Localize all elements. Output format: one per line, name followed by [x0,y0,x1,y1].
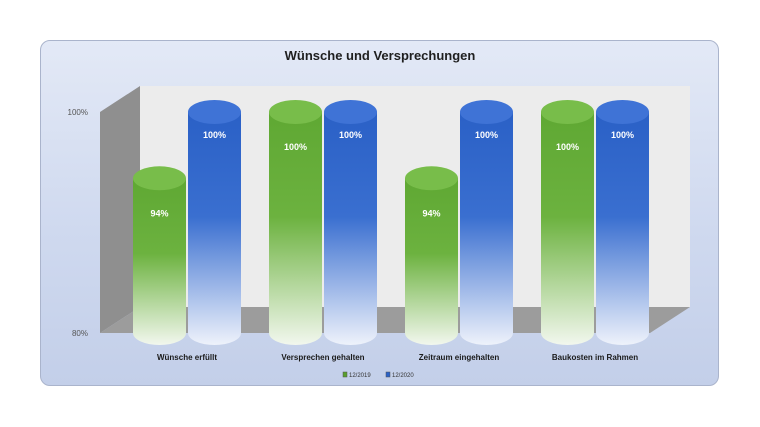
bar-2019-3: 94% [405,166,458,345]
bar-cap [188,100,241,124]
data-label: 100% [475,130,498,140]
category-label: Zeitraum eingehalten [419,353,500,362]
data-label: 94% [422,208,440,218]
bar-body [405,178,458,345]
y-axis: 80% 100% [68,108,88,338]
x-axis: Wünsche erfüllt Versprechen gehalten Zeitr… [157,353,638,362]
bar-2020-4: 100% [596,100,649,345]
data-label: 100% [339,130,362,140]
side-wall [100,86,140,333]
bar-cap [460,100,513,124]
bar-cap [596,100,649,124]
data-label: 94% [150,208,168,218]
bar-body [324,112,377,345]
legend-label: 12/2019 [349,373,371,379]
legend-label: 12/2020 [392,373,414,379]
bar-2020-1: 100% [188,100,241,345]
data-label: 100% [203,130,226,140]
bar-2019-2: 100% [269,100,322,345]
bar-body [460,112,513,345]
y-tick-label: 80% [72,329,88,338]
category-label: Versprechen gehalten [281,353,364,362]
bar-2019-1: 94% [133,166,186,345]
category-label: Baukosten im Rahmen [552,353,638,362]
bar-body [269,112,322,345]
data-label: 100% [611,130,634,140]
category-label: Wünsche erfüllt [157,353,217,362]
bar-cap [133,166,186,191]
bar-body [541,112,594,345]
legend: 12/2019 12/2020 [342,371,414,379]
legend-swatch [385,371,391,378]
bar-body [188,112,241,345]
data-label: 100% [284,142,307,152]
y-tick-label: 100% [68,108,88,117]
bar-2020-2: 100% [324,100,377,345]
bar-body [133,178,186,345]
bar-cap [405,166,458,191]
bar-2020-3: 100% [460,100,513,345]
chart-title: Wünsche und Versprechungen [285,48,476,63]
data-label: 100% [556,142,579,152]
bar-cap [269,100,322,124]
bar-2019-4: 100% [541,100,594,345]
legend-swatch [342,371,348,378]
bar-cap [541,100,594,124]
bar-body [596,112,649,345]
bar-cap [324,100,377,124]
plot-area: 94% 100% 100% 100% 94% 100% 100% 100% [133,100,649,345]
